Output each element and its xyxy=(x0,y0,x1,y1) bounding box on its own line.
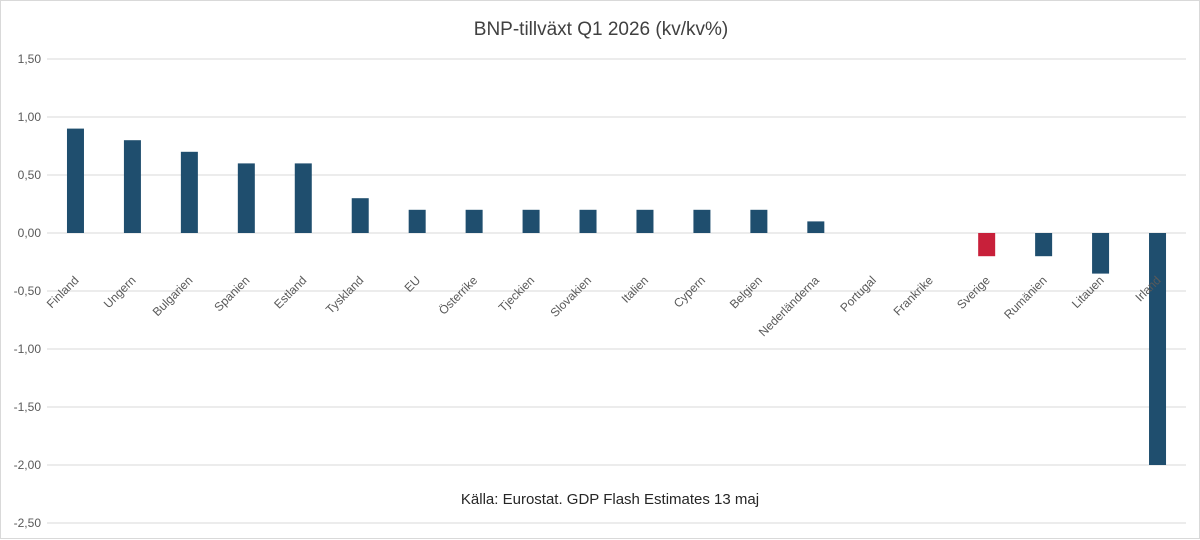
y-tick-label: -2,50 xyxy=(14,516,42,530)
category-label: Frankrike xyxy=(891,273,936,318)
category-label: Nederländerna xyxy=(756,273,822,339)
y-tick-label: -1,50 xyxy=(14,400,42,414)
chart-title: BNP-tillväxt Q1 2026 (kv/kv%) xyxy=(474,19,728,40)
y-tick-label: 1,50 xyxy=(18,52,42,66)
y-tick-label: 0,00 xyxy=(18,226,42,240)
bar xyxy=(693,209,711,233)
bar xyxy=(123,140,141,233)
category-label: Sverige xyxy=(954,273,993,312)
category-label: Österrike xyxy=(436,273,481,318)
bar xyxy=(1149,233,1167,465)
gridlines xyxy=(47,58,1186,524)
bar xyxy=(1035,233,1053,257)
category-label: Tjeckien xyxy=(496,273,537,314)
category-label: Belgien xyxy=(727,273,765,311)
category-label: Ungern xyxy=(101,273,139,311)
category-label: Cypern xyxy=(671,273,708,310)
category-label: EU xyxy=(402,273,424,295)
bar xyxy=(294,163,312,233)
bar xyxy=(465,209,483,233)
category-label: Rumänien xyxy=(1001,273,1050,322)
bars xyxy=(66,128,1167,465)
bar xyxy=(351,198,369,233)
category-label: Bulgarien xyxy=(150,273,196,319)
category-labels: Finland Ungern Bulgarien Spanien Estland Tysk… xyxy=(44,273,1164,339)
y-tick-label: 0,50 xyxy=(18,168,42,182)
category-label: Finland xyxy=(44,273,82,311)
bar xyxy=(66,128,84,233)
chart-source: Källa: Eurostat. GDP Flash Estimates 13 … xyxy=(461,491,759,508)
y-axis-ticks: 1,50 1,00 0,50 0,00 -0,50 -1,00 -1,50 -2,00 -2,5… xyxy=(14,52,42,530)
y-tick-label: -2,00 xyxy=(14,458,42,472)
y-tick-label: -1,00 xyxy=(14,342,42,356)
y-tick-label: -0,50 xyxy=(14,284,42,298)
category-label: Slovakien xyxy=(547,273,594,320)
bar xyxy=(750,209,768,233)
bar xyxy=(636,209,654,233)
bar xyxy=(522,209,540,233)
bar xyxy=(579,209,597,233)
bar xyxy=(1092,233,1110,274)
category-label: Tyskland xyxy=(323,273,366,316)
bar xyxy=(180,151,198,233)
bar xyxy=(807,221,825,233)
bar xyxy=(237,163,255,233)
category-label: Spanien xyxy=(211,273,252,314)
category-label: Litauen xyxy=(1069,273,1107,311)
category-label: Estland xyxy=(271,273,309,311)
category-label: Italien xyxy=(619,273,652,306)
bar xyxy=(978,233,996,257)
category-label: Portugal xyxy=(837,273,879,315)
bar xyxy=(408,209,426,233)
y-tick-label: 1,00 xyxy=(18,110,42,124)
